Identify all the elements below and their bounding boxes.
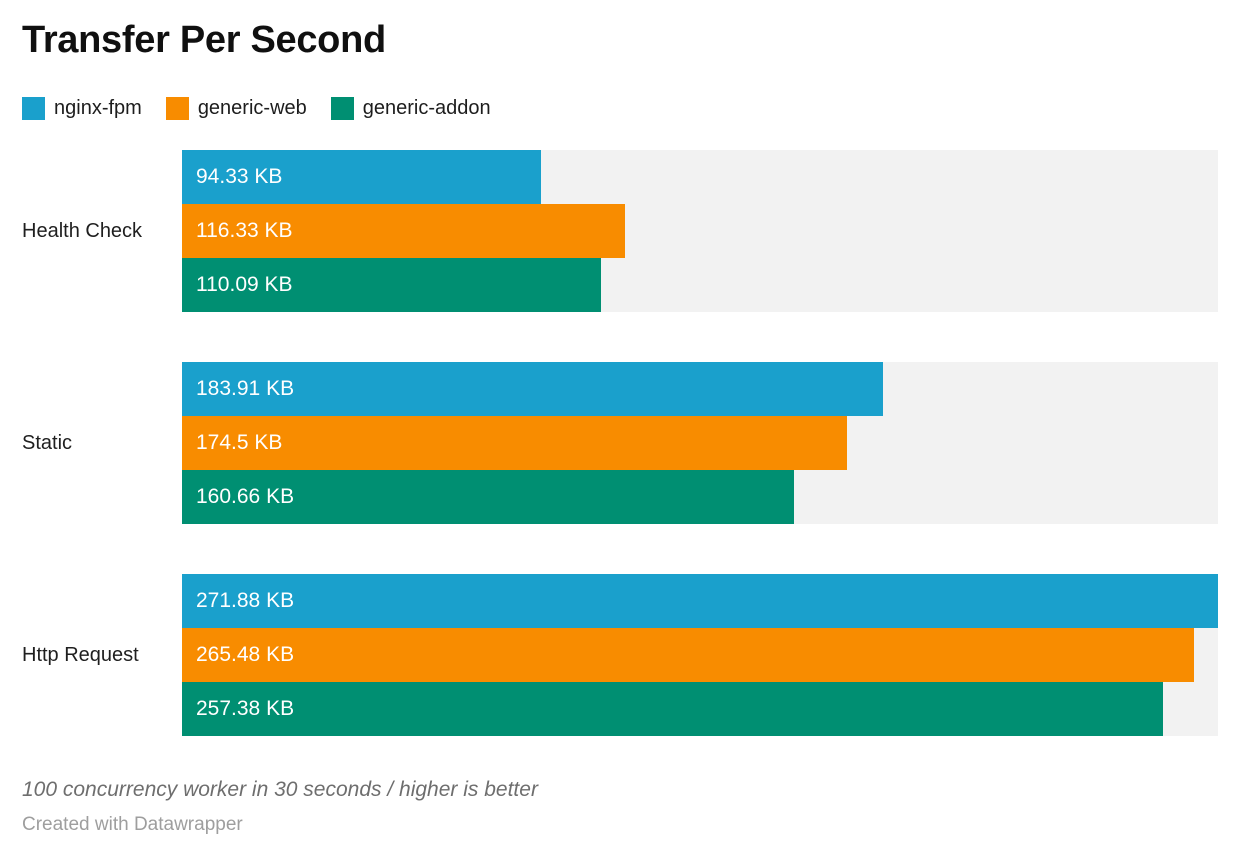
bar-generic-addon: 160.66 KB bbox=[182, 470, 795, 524]
bar-track: 94.33 KB 116.33 KB 110.09 KB bbox=[182, 150, 1218, 312]
legend-swatch-icon bbox=[165, 96, 189, 120]
chart-group-row: Health Check 94.33 KB 116.33 KB 110.09 KB bbox=[22, 150, 1218, 312]
bar-generic-addon: 257.38 KB bbox=[182, 682, 1163, 736]
bar-value-label: 257.38 KB bbox=[196, 697, 295, 720]
bar-value-label: 174.5 KB bbox=[196, 431, 283, 454]
bar-value-label: 271.88 KB bbox=[196, 589, 295, 612]
bar-value-label: 183.91 KB bbox=[196, 377, 295, 400]
footnote: 100 concurrency worker in 30 seconds / h… bbox=[22, 778, 538, 801]
bar-nginx-fpm: 94.33 KB bbox=[182, 150, 542, 204]
chart-group-row: Http Request 271.88 KB 265.48 KB 257.38 KB bbox=[22, 574, 1218, 736]
category-label: Health Check bbox=[22, 219, 143, 242]
bar-value-label: 94.33 KB bbox=[196, 165, 283, 188]
bar-value-label: 116.33 KB bbox=[196, 219, 293, 242]
legend-item: nginx-fpm bbox=[22, 96, 142, 120]
legend: nginx-fpm generic-web generic-addon bbox=[22, 96, 1218, 120]
chart-group-row: Static 183.91 KB 174.5 KB 160.66 KB bbox=[22, 362, 1218, 524]
bar-generic-web: 174.5 KB bbox=[182, 416, 847, 470]
bar-value-label: 265.48 KB bbox=[196, 643, 295, 666]
legend-swatch-icon bbox=[330, 96, 354, 120]
bar-generic-web: 265.48 KB bbox=[182, 628, 1194, 682]
chart-title: Transfer Per Second bbox=[22, 19, 386, 61]
bar-nginx-fpm: 271.88 KB bbox=[182, 574, 1218, 628]
bar-generic-addon: 110.09 KB bbox=[182, 258, 602, 312]
legend-item: generic-addon bbox=[330, 96, 491, 120]
bar-value-label: 160.66 KB bbox=[196, 485, 295, 508]
category-label: Static bbox=[22, 431, 73, 454]
bar-track: 183.91 KB 174.5 KB 160.66 KB bbox=[182, 362, 1218, 524]
legend-label: generic-web bbox=[197, 96, 307, 119]
byline: Created with Datawrapper bbox=[22, 814, 243, 835]
legend-swatch-icon bbox=[22, 96, 45, 120]
legend-label: nginx-fpm bbox=[54, 96, 142, 119]
bar-track: 271.88 KB 265.48 KB 257.38 KB bbox=[182, 574, 1218, 736]
bar-generic-web: 116.33 KB bbox=[182, 204, 626, 258]
legend-label: generic-addon bbox=[362, 96, 491, 119]
bar-nginx-fpm: 183.91 KB bbox=[182, 362, 883, 416]
bar-value-label: 110.09 KB bbox=[196, 273, 293, 296]
bar-chart: Health Check 94.33 KB 116.33 KB 110.09 KB St… bbox=[22, 150, 1218, 736]
legend-item: generic-web bbox=[165, 96, 307, 120]
category-label: Http Request bbox=[22, 643, 139, 666]
